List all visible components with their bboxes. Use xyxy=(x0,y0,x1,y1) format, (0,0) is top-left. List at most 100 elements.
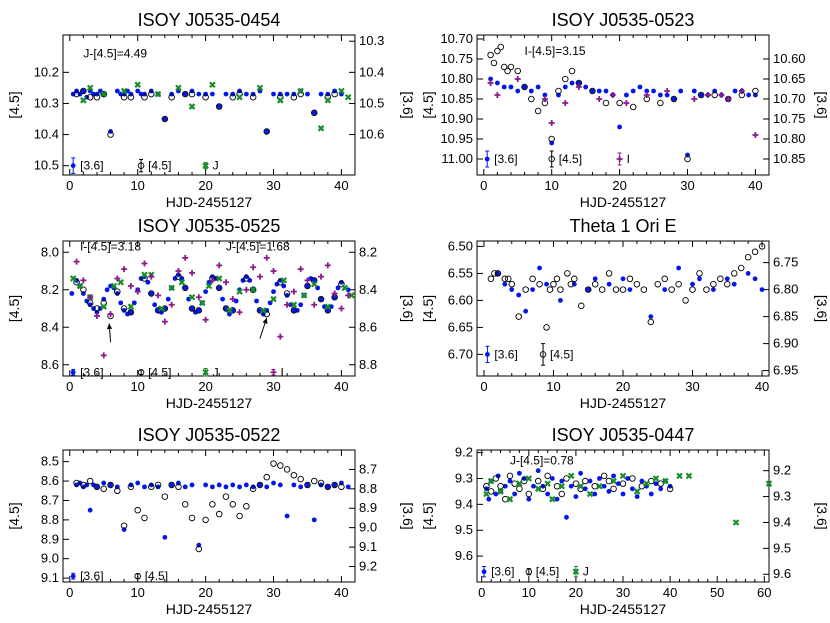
data-point xyxy=(243,275,250,282)
data-point xyxy=(291,482,297,488)
y-tick-label: 6.50 xyxy=(448,238,473,253)
data-point xyxy=(249,93,257,101)
data-point xyxy=(511,480,518,487)
y-tick-label: 9.3 xyxy=(455,470,473,485)
data-point xyxy=(731,281,737,287)
data-point xyxy=(502,483,508,489)
legend-label: [4.5] xyxy=(550,347,573,361)
data-point xyxy=(94,484,100,490)
data-point xyxy=(486,496,492,502)
data-point xyxy=(494,270,502,277)
data-point xyxy=(250,264,257,271)
legend-marker xyxy=(548,155,555,163)
data-point xyxy=(506,472,514,480)
data-point xyxy=(270,460,277,467)
y2-tick-label: 10.85 xyxy=(773,151,806,166)
data-point xyxy=(670,95,678,103)
data-point xyxy=(209,81,216,89)
data-point xyxy=(534,477,542,485)
data-point xyxy=(505,275,512,283)
data-point xyxy=(284,292,290,298)
legend-label: J xyxy=(583,565,589,579)
data-point xyxy=(648,491,654,497)
data-point xyxy=(155,484,161,490)
legend-marker xyxy=(481,569,487,575)
data-point xyxy=(100,90,107,98)
data-point xyxy=(339,279,344,285)
data-point xyxy=(662,477,669,485)
legend-label: [3.6] xyxy=(494,152,517,166)
y-tick-label: 9.5 xyxy=(455,522,473,537)
plot-frame xyxy=(62,34,356,176)
data-point xyxy=(209,484,215,490)
data-point xyxy=(724,276,730,282)
data-point xyxy=(600,472,608,480)
data-point xyxy=(724,280,731,288)
data-point xyxy=(189,482,195,488)
data-point xyxy=(127,283,134,289)
data-point xyxy=(596,482,603,490)
data-point xyxy=(553,275,561,283)
series-J xyxy=(69,271,355,314)
data-point xyxy=(120,305,128,312)
data-point xyxy=(80,277,87,284)
data-point xyxy=(490,59,498,67)
data-point xyxy=(493,491,499,497)
data-point xyxy=(182,254,189,261)
y-tick-label: 8.2 xyxy=(41,282,59,297)
data-point xyxy=(746,92,752,98)
data-point xyxy=(168,301,175,308)
data-point xyxy=(325,484,331,490)
data-point xyxy=(311,110,317,116)
x-tick-label: 10 xyxy=(130,585,144,600)
data-point xyxy=(725,96,732,102)
data-point xyxy=(216,482,222,488)
y2-tick-label: 6.90 xyxy=(773,336,798,351)
data-point xyxy=(525,490,533,498)
data-point xyxy=(300,292,308,299)
data-point xyxy=(567,472,575,480)
data-point xyxy=(732,519,740,526)
data-point xyxy=(602,99,610,107)
data-point xyxy=(530,287,536,292)
data-point xyxy=(108,482,113,488)
data-point xyxy=(93,305,101,312)
panel-6: ISOY J0535-0447 0 10 20 30 40 50 60 9.2 9.3 9.4 9.5… xyxy=(420,425,830,617)
data-point xyxy=(161,115,169,123)
y-tick-label: 9.6 xyxy=(455,548,473,563)
x-tick-label: 30 xyxy=(266,178,280,193)
data-point xyxy=(86,93,94,101)
data-point xyxy=(182,484,188,490)
panel-title: ISOY J0535-0447 xyxy=(552,425,695,445)
data-point xyxy=(76,282,84,290)
data-point xyxy=(236,512,243,520)
data-point xyxy=(515,313,522,320)
panel-title: ISOY J0535-0522 xyxy=(138,425,281,445)
data-point xyxy=(168,284,175,292)
data-point xyxy=(277,462,284,469)
legend-marker xyxy=(70,163,76,169)
x-tick-label: 30 xyxy=(266,379,280,394)
data-point xyxy=(603,88,609,94)
data-point xyxy=(297,475,304,483)
data-point xyxy=(100,303,108,310)
data-point xyxy=(691,96,698,102)
y2-tick-label: 10.5 xyxy=(359,95,384,110)
y2-tick-label: 10.6 xyxy=(359,127,384,142)
data-point xyxy=(491,270,498,277)
data-point xyxy=(568,67,576,75)
data-point xyxy=(668,286,675,293)
data-point xyxy=(324,303,332,310)
data-point xyxy=(544,480,551,487)
y2-tick-label: 8.7 xyxy=(359,461,377,476)
data-point xyxy=(135,88,141,94)
y-tick-label: 9.4 xyxy=(455,496,473,511)
y-axis-label: [4.5] xyxy=(420,502,436,529)
data-point xyxy=(80,286,87,294)
data-point xyxy=(256,481,264,489)
y-tick-label: 10.3 xyxy=(34,95,59,110)
data-point xyxy=(564,514,569,520)
legend-label: [4.5] xyxy=(536,565,559,579)
data-point xyxy=(114,291,120,296)
